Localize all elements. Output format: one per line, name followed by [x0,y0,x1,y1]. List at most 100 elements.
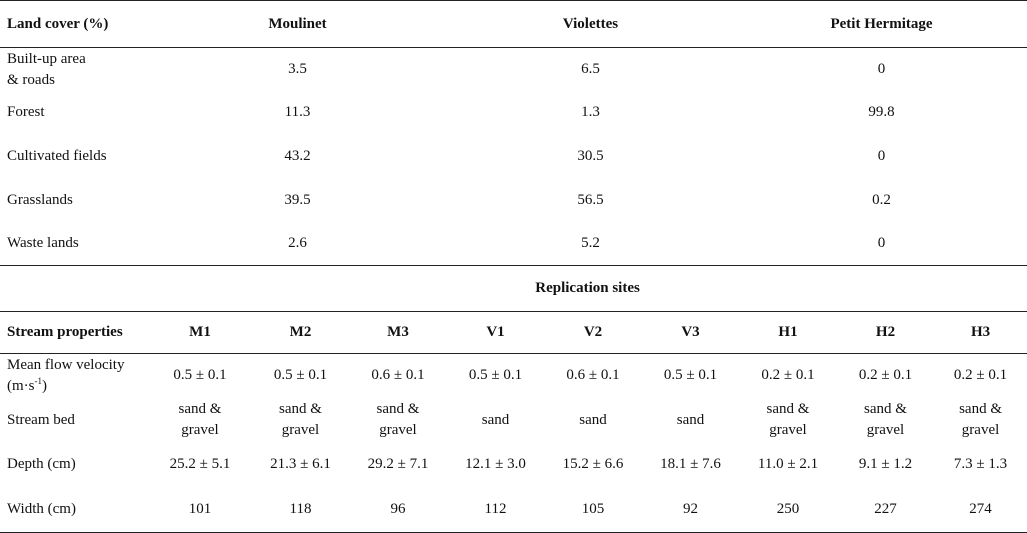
table-cell: 101 [188,501,212,518]
unit-exponent: -1 [34,375,43,386]
table-cell: 0.2 ± 0.1 [858,367,913,384]
row-label-line2: & roads [7,71,55,88]
table-cell: 2.6 [288,234,307,251]
row-label: Built-up area & roads [0,48,150,92]
cell-line1: sand [579,411,607,428]
row-label-line2: (m·s-1) [7,376,148,397]
col-v3: V3 [681,323,700,340]
table-cell: 11.0 ± 2.1 [757,456,819,473]
table-cell: 0.6 ± 0.1 [566,367,620,384]
col-v1: V1 [486,323,505,340]
table-cell: 5.2 [581,234,600,251]
table-cell: 3.5 [288,61,307,78]
table-cell: 274 [969,501,992,518]
table-row: Cultivated fields 43.2 30.5 0 [0,135,1027,179]
col-h2: H2 [875,323,896,340]
row-label-line1: Mean flow velocity [7,356,125,373]
cell-line2: gravel [379,422,417,439]
table-cell: 9.1 ± 1.2 [858,456,913,473]
col-m1: M1 [189,323,211,340]
col-h1: H1 [778,323,798,340]
land-cover-table: Land cover (%) Moulinet Violettes Petit … [0,0,1027,266]
replication-sites-row: Replication sites [0,266,1027,311]
table-cell: sand [544,398,642,443]
table-cell: 96 [390,501,406,518]
table-cell: sand [447,398,544,443]
replication-sites-title: Replication sites [535,279,640,296]
stream-header-row: Stream properties M1 M2 M3 V1 V2 V3 H1 H… [0,311,1027,353]
table-row: Mean flow velocity (m·s-1) 0.5 ± 0.1 0.5… [0,353,1027,398]
table-cell: 11.3 [284,104,311,121]
cell-line2: gravel [181,422,219,439]
table-row: Grasslands 39.5 56.5 0.2 [0,178,1027,222]
row-label: Depth (cm) [7,456,76,473]
col-moulinet: Moulinet [268,15,327,32]
table-cell: 29.2 ± 7.1 [367,456,429,473]
cell-line1: sand & [279,401,322,418]
table-cell: 0.5 ± 0.1 [273,367,328,384]
table-cell: 6.5 [581,61,600,78]
row-label: Cultivated fields [7,147,107,164]
table-row: Depth (cm) 25.2 ± 5.1 21.3 ± 6.1 29.2 ± … [0,443,1027,488]
table-cell: 56.5 [577,191,604,208]
table-cell: 0.2 [872,191,891,208]
cell-line1: sand [481,411,510,428]
table-cell: 99.8 [868,104,895,121]
table-row: Width (cm) 101 118 96 112 105 92 250 227… [0,487,1027,533]
land-cover-header: Land cover (%) [7,15,109,32]
cell-line1: sand & [178,401,222,418]
cell-line2: gravel [281,422,320,439]
stream-properties-header: Stream properties [7,323,123,340]
cell-line1: sand [676,411,705,428]
table-cell: 43.2 [284,147,311,164]
table-cell: 12.1 ± 3.0 [465,456,526,473]
table-cell: 250 [776,501,800,518]
table-cell: 0 [877,61,886,78]
unit-text: (m·s [7,377,35,394]
table-cell: sand & gravel [837,398,934,443]
table-cell: 39.5 [284,191,311,208]
table-cell: 21.3 ± 6.1 [270,456,331,473]
table-cell: sand & gravel [148,398,252,443]
cell-line1: sand & [959,401,1002,418]
cell-line1: sand & [766,401,810,418]
table-cell: 0.6 ± 0.1 [371,367,425,384]
table-cell: 7.3 ± 1.3 [953,456,1008,473]
table-row: Waste lands 2.6 5.2 0 [0,222,1027,266]
table-cell: 30.5 [577,147,604,164]
cell-line2: gravel [866,422,905,439]
table-cell: 0.2 ± 0.1 [761,367,815,384]
row-label: Width (cm) [7,501,76,518]
table-row: Forest 11.3 1.3 99.8 [0,91,1027,135]
col-m2: M2 [289,323,312,340]
table-cell: 0.5 ± 0.1 [468,367,523,384]
row-label: Forest [7,104,45,121]
cell-line2: gravel [769,422,807,439]
cell-line1: sand & [864,401,907,418]
cell-line2: gravel [961,422,1000,439]
table-cell: sand & gravel [739,398,837,443]
table-cell: 92 [683,501,698,518]
row-label: Waste lands [7,234,79,251]
unit-close: ) [42,377,47,394]
table-cell: 0 [877,147,886,164]
col-h3: H3 [970,323,991,340]
table-cell: 105 [581,501,605,518]
table-cell: 0.5 ± 0.1 [173,367,227,384]
table-cell: 1.3 [581,104,600,121]
table-cell: sand & gravel [252,398,349,443]
table-cell: sand & gravel [349,398,447,443]
table-row: Stream bed sand & gravel sand & gravel san… [0,398,1027,443]
table-cell: sand [642,398,739,443]
table-row: Built-up area & roads 3.5 6.5 0 [0,48,1027,92]
land-cover-header-row: Land cover (%) Moulinet Violettes Petit … [0,1,1027,48]
table-cell: sand & gravel [934,398,1027,443]
col-v2: V2 [583,323,603,340]
row-label-line1: Built-up area [7,50,86,67]
col-m3: M3 [387,323,409,340]
table-cell: 227 [874,501,897,518]
row-label: Grasslands [7,191,73,208]
cell-line1: sand & [376,401,420,418]
table-cell: 112 [484,501,507,518]
